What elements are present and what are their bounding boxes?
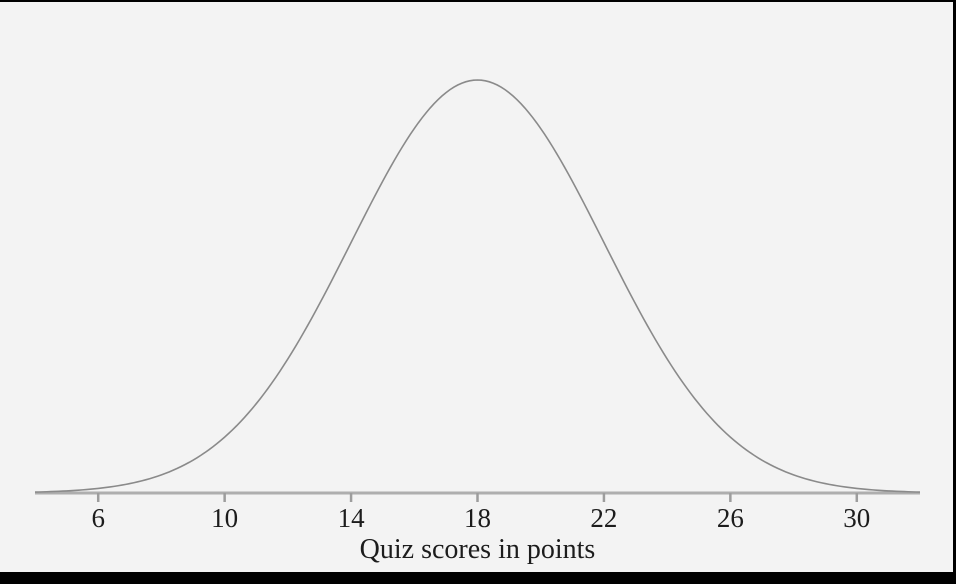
x-tick-label: 18 [464, 503, 491, 533]
x-tick-label: 30 [843, 503, 870, 533]
x-tick-label: 14 [338, 503, 366, 533]
x-tick-label: 6 [91, 503, 105, 533]
x-axis-ticks [96, 493, 859, 502]
x-axis-title: Quiz scores in points [360, 534, 596, 565]
figure-canvas: 6 10 14 18 22 26 30 Quiz scores in points [0, 2, 953, 572]
bell-curve-chart: 6 10 14 18 22 26 30 Quiz scores in points [34, 79, 921, 565]
x-tick-label: 10 [211, 503, 238, 533]
x-tick-label: 22 [590, 503, 617, 533]
x-axis-tick-labels: 6 10 14 18 22 26 30 [91, 503, 870, 533]
x-tick-label: 26 [717, 503, 744, 533]
normal-distribution-curve [34, 79, 921, 493]
